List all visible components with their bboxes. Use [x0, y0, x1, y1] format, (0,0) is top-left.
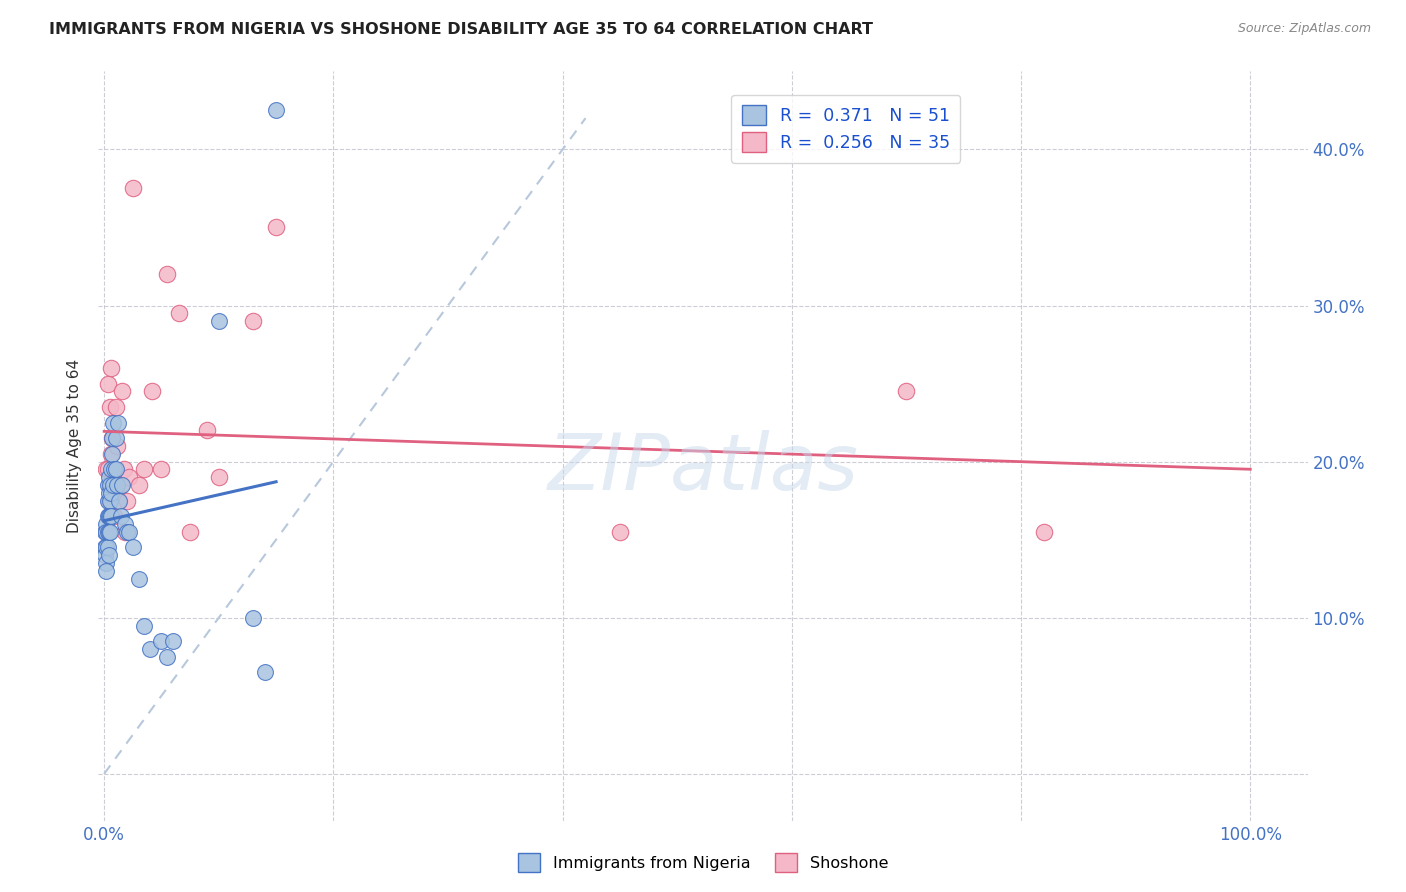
Point: [107, 416, 129, 430]
Point: [96, 462, 118, 476]
Point: [98, 478, 121, 492]
Y-axis label: Disability Age 35 to 64: Disability Age 35 to 64: [67, 359, 83, 533]
Point: [101, 431, 124, 445]
Point: [208, 314, 231, 328]
Point: [110, 509, 132, 524]
Point: [98, 493, 121, 508]
Point: [128, 478, 150, 492]
Point: [104, 462, 127, 476]
Point: [94, 548, 117, 563]
Point: [112, 462, 135, 476]
Point: [108, 493, 131, 508]
Point: [96, 517, 118, 532]
Point: [115, 493, 138, 508]
Point: [179, 524, 201, 539]
Point: [100, 509, 122, 524]
Point: [167, 306, 190, 320]
Point: [98, 478, 121, 492]
Point: [97, 478, 120, 492]
Legend: Immigrants from Nigeria, Shoshone: Immigrants from Nigeria, Shoshone: [510, 845, 896, 880]
Point: [97, 462, 120, 476]
Point: [98, 524, 121, 539]
Point: [108, 493, 131, 508]
Point: [1033, 524, 1056, 539]
Point: [208, 470, 231, 484]
Point: [97, 548, 120, 563]
Point: [242, 611, 264, 625]
Point: [264, 220, 287, 235]
Point: [97, 509, 120, 524]
Point: [97, 376, 120, 391]
Point: [103, 478, 125, 492]
Point: [105, 478, 128, 492]
Point: [97, 541, 120, 555]
Point: [139, 642, 162, 657]
Text: ZIPatlas: ZIPatlas: [547, 431, 859, 507]
Point: [103, 416, 125, 430]
Point: [97, 485, 120, 500]
Point: [97, 493, 120, 508]
Point: [98, 509, 121, 524]
Point: [105, 439, 128, 453]
Point: [103, 462, 125, 476]
Point: [114, 517, 136, 532]
Point: [114, 524, 136, 539]
Point: [156, 268, 179, 282]
Point: [100, 447, 122, 461]
Point: [104, 431, 127, 445]
Point: [96, 564, 118, 578]
Point: [609, 524, 631, 539]
Point: [96, 541, 118, 555]
Point: [101, 431, 124, 445]
Point: [101, 447, 124, 461]
Point: [97, 470, 120, 484]
Point: [96, 556, 118, 570]
Point: [110, 478, 132, 492]
Point: [242, 314, 264, 328]
Point: [121, 181, 143, 195]
Point: [128, 572, 150, 586]
Point: [134, 618, 156, 632]
Point: [141, 384, 163, 399]
Point: [118, 524, 141, 539]
Point: [97, 524, 120, 539]
Point: [100, 462, 122, 476]
Point: [121, 541, 143, 555]
Point: [118, 470, 141, 484]
Point: [96, 524, 118, 539]
Point: [253, 665, 276, 680]
Point: [111, 384, 134, 399]
Point: [100, 361, 122, 376]
Point: [94, 524, 117, 539]
Legend: R =  0.371   N = 51, R =  0.256   N = 35: R = 0.371 N = 51, R = 0.256 N = 35: [731, 95, 960, 163]
Point: [103, 470, 125, 484]
Point: [195, 424, 218, 438]
Point: [156, 649, 179, 664]
Point: [264, 103, 287, 118]
Text: Source: ZipAtlas.com: Source: ZipAtlas.com: [1237, 22, 1371, 36]
Point: [150, 634, 173, 648]
Point: [111, 478, 134, 492]
Point: [896, 384, 918, 399]
Point: [98, 400, 121, 414]
Point: [97, 509, 120, 524]
Point: [97, 493, 120, 508]
Text: IMMIGRANTS FROM NIGERIA VS SHOSHONE DISABILITY AGE 35 TO 64 CORRELATION CHART: IMMIGRANTS FROM NIGERIA VS SHOSHONE DISA…: [49, 22, 873, 37]
Point: [97, 524, 120, 539]
Point: [103, 509, 125, 524]
Point: [104, 400, 127, 414]
Point: [162, 634, 184, 648]
Point: [134, 462, 156, 476]
Point: [150, 462, 173, 476]
Point: [94, 541, 117, 555]
Point: [100, 485, 122, 500]
Point: [115, 524, 138, 539]
